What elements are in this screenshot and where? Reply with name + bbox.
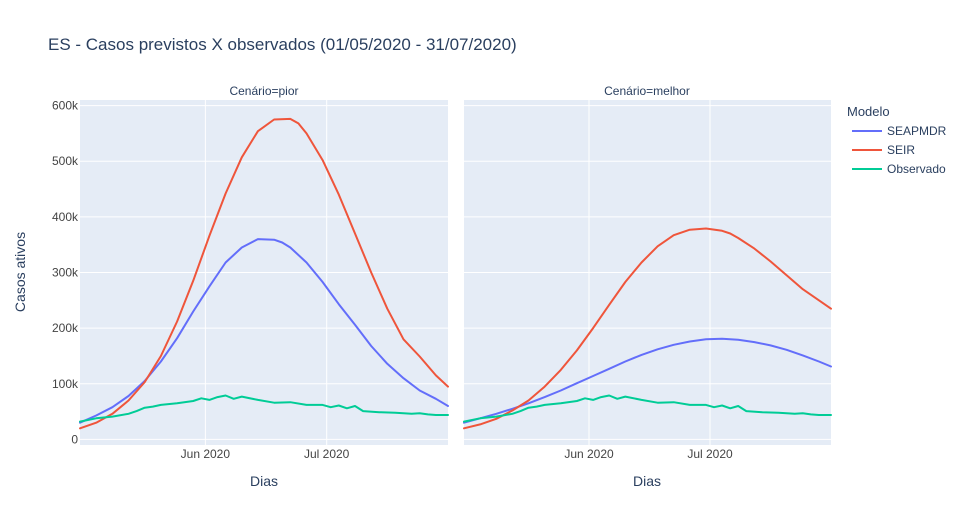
y-tick-label-4: 400k (52, 210, 79, 224)
series-line-observado-cenario-pior[interactable] (79, 394, 449, 423)
y-tick-label-0: 0 (71, 432, 78, 446)
x-axis-title-melhor: Dias (633, 473, 661, 489)
x-axis-title-pior: Dias (250, 473, 278, 489)
series-line-seir-cenario-melhor[interactable] (463, 227, 832, 430)
y-axis-title: Casos ativos (12, 232, 28, 312)
facet-melhor: Cenário=melhor Jun 2020 Jul 2020 (463, 84, 832, 461)
x-tick-label-cenario-pior-0: Jun 2020 (181, 447, 231, 461)
y-tick-label-2: 200k (52, 321, 79, 335)
x-tick-label-cenario-pior-1: Jul 2020 (304, 447, 350, 461)
x-tick-label-cenario-melhor-1: Jul 2020 (687, 447, 733, 461)
legend-item-seir[interactable]: SEIR (852, 143, 915, 157)
y-tick-label-6: 600k (52, 99, 79, 113)
legend-item-observado[interactable]: Observado (852, 162, 946, 176)
legend: Modelo SEAPMDR SEIR Observado (847, 104, 947, 176)
legend-item-seapmdr[interactable]: SEAPMDR (852, 124, 947, 138)
y-tick-label-3: 300k (52, 266, 79, 280)
legend-label-seir: SEIR (887, 143, 915, 157)
facet-pior: Cenário=pior 0 100k 200k 300k 400k 500k 600k Ju… (52, 84, 449, 461)
y-tick-label-1: 100k (52, 377, 79, 391)
chart-title: ES - Casos previstos X observados (01/05… (48, 35, 517, 54)
legend-label-seapmdr: SEAPMDR (887, 124, 947, 138)
x-tick-label-cenario-melhor-0: Jun 2020 (564, 447, 614, 461)
facet-title-melhor: Cenário=melhor (604, 84, 690, 98)
series-line-observado-cenario-melhor[interactable] (463, 394, 832, 423)
facet-title-pior: Cenário=pior (229, 84, 298, 98)
legend-title: Modelo (847, 104, 890, 119)
legend-label-observado: Observado (887, 162, 946, 176)
series-line-seir-cenario-pior[interactable] (79, 117, 449, 430)
y-tick-label-5: 500k (52, 154, 79, 168)
series-line-seapmdr-cenario-melhor[interactable] (463, 337, 832, 424)
